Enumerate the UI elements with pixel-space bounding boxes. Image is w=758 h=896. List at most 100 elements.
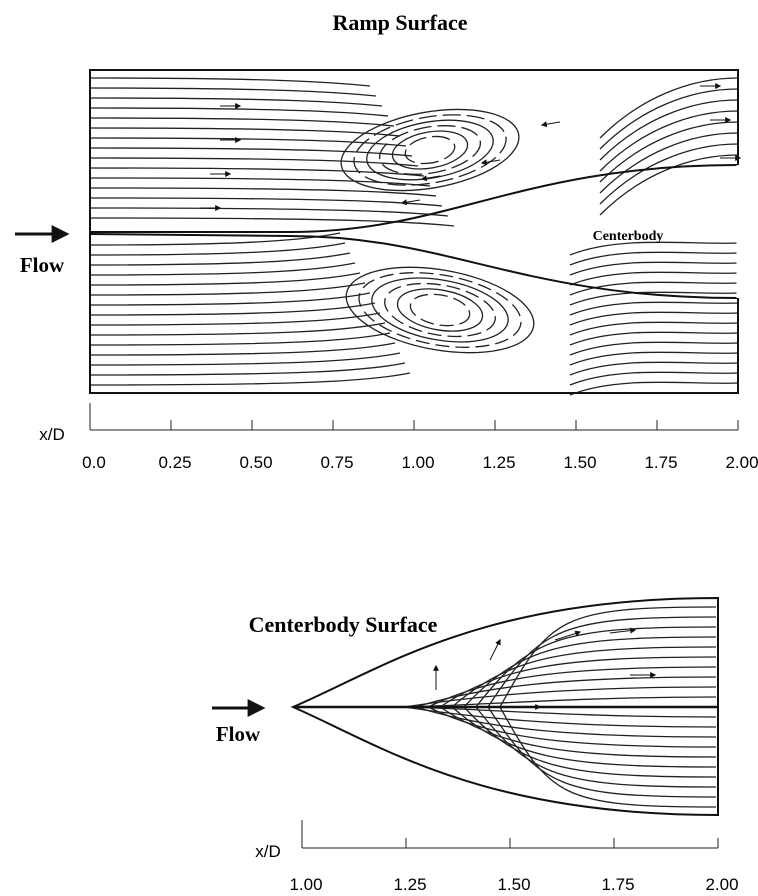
streamline	[415, 706, 717, 738]
upper-boundary	[90, 164, 739, 233]
vortex	[366, 119, 494, 181]
streamline	[89, 137, 407, 147]
streamline	[89, 147, 413, 157]
flow-arrow	[420, 175, 441, 182]
streamline	[89, 157, 419, 167]
streamline	[89, 272, 361, 286]
streamline	[569, 281, 739, 296]
streamline	[569, 351, 739, 366]
streamline	[487, 616, 717, 708]
streamline	[89, 342, 396, 356]
flow-arrow	[609, 627, 637, 634]
ramp-title: Ramp Surface	[332, 10, 467, 35]
streamline	[569, 321, 739, 336]
streamline	[89, 362, 406, 376]
streamline	[89, 97, 383, 107]
streamline	[599, 110, 739, 172]
streamline	[427, 666, 717, 708]
tick-label: 1.00	[401, 453, 434, 472]
vortex	[409, 293, 471, 327]
streamline	[89, 217, 455, 227]
streamline	[89, 87, 377, 97]
streamline	[89, 232, 341, 246]
streamline	[569, 251, 739, 266]
streamline	[499, 606, 717, 708]
streamline	[599, 77, 739, 139]
vortex	[371, 277, 509, 343]
streamline	[599, 154, 739, 216]
streamline	[569, 381, 739, 396]
centerbody-streamlines	[391, 606, 717, 808]
streamline	[569, 341, 739, 356]
streamline	[89, 117, 395, 127]
streamline	[89, 322, 386, 336]
vortex	[378, 125, 482, 175]
streamline	[463, 706, 717, 778]
flow-arrow	[540, 121, 561, 128]
flow-arrow	[400, 199, 421, 206]
vortex	[404, 135, 456, 165]
vortex	[384, 282, 496, 338]
streamline	[451, 646, 717, 708]
streamline	[475, 706, 717, 788]
tick-label: 1.25	[482, 453, 515, 472]
streamline	[599, 121, 739, 183]
streamline	[487, 706, 717, 798]
tick-label: 2.00	[725, 453, 758, 472]
streamline	[599, 143, 739, 205]
streamline	[89, 312, 381, 326]
vortex	[391, 130, 469, 170]
flow-arrow	[489, 638, 501, 661]
streamline	[599, 132, 739, 194]
lower-boundary	[89, 233, 739, 299]
streamline	[499, 706, 717, 808]
flow-arrow	[480, 159, 501, 166]
streamline	[569, 241, 739, 256]
streamline	[89, 242, 346, 256]
streamline	[89, 207, 449, 217]
streamline	[569, 301, 739, 316]
streamline	[89, 302, 376, 316]
streamline	[89, 262, 356, 276]
streamline	[475, 626, 717, 708]
vortex	[353, 114, 507, 186]
streamline	[427, 706, 717, 748]
streamline	[89, 187, 437, 197]
tick-label: 2.00	[705, 875, 738, 894]
streamline	[439, 656, 717, 708]
streamline	[569, 331, 739, 346]
tick-label: 1.75	[644, 453, 677, 472]
streamline	[439, 706, 717, 758]
streamline	[463, 636, 717, 708]
streamline	[89, 352, 401, 366]
streamline	[89, 77, 371, 87]
vortex	[340, 108, 520, 192]
ramp-axis: 0.0 0.25 0.50 0.75 1.00 1.25 1.50 1.75 2.00	[82, 420, 758, 472]
tick-label: 1.50	[563, 453, 596, 472]
streamline	[89, 167, 425, 177]
streamline	[89, 332, 391, 346]
tick-label: 1.25	[393, 875, 426, 894]
axis-label: x/D	[39, 425, 65, 444]
streamline	[89, 127, 401, 137]
flow-label: Flow	[216, 722, 261, 746]
tick-label: 1.75	[601, 875, 634, 894]
streamline	[569, 311, 739, 326]
streamline	[89, 292, 371, 306]
streamline	[569, 361, 739, 376]
flow-arrow	[554, 630, 582, 641]
tick-label: 1.50	[497, 875, 530, 894]
centerbody-label: Centerbody	[593, 229, 664, 244]
streamline	[569, 261, 739, 276]
tick-label: 0.0	[82, 453, 106, 472]
streamline	[89, 282, 366, 296]
centerbody-title: Centerbody Surface	[249, 612, 438, 637]
streamline	[569, 371, 739, 386]
vortex	[358, 272, 522, 348]
tick-label: 0.25	[158, 453, 191, 472]
streamline	[89, 107, 389, 117]
streamline	[451, 706, 717, 768]
streamline	[569, 271, 739, 286]
